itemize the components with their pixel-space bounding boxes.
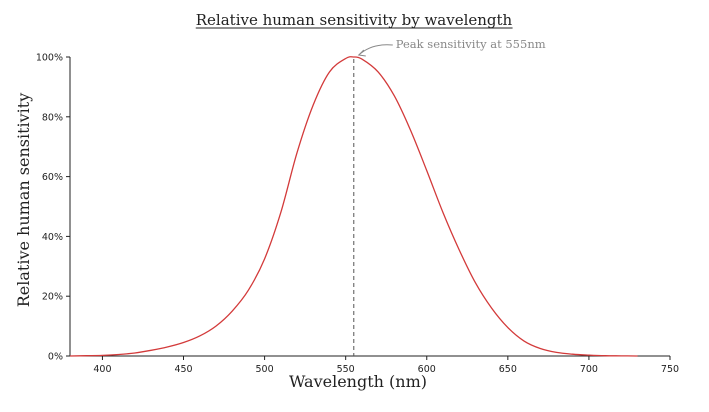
chart-title: Relative human sensitivity by wavelength [196, 11, 513, 29]
y-axis-ticks: 0% 20% 40% 60% 80% 100% [36, 53, 70, 363]
x-tick-label: 650 [499, 364, 517, 375]
x-tick-label: 750 [661, 364, 679, 375]
annotation-arrow [358, 44, 393, 56]
axes [69, 57, 670, 357]
x-tick-label: 500 [256, 364, 274, 375]
y-tick-label: 20% [42, 292, 63, 303]
series-line-sensitivity [69, 56, 638, 357]
y-tick-label: 100% [36, 53, 63, 64]
y-tick-label: 60% [42, 172, 63, 183]
x-tick-label: 600 [418, 364, 436, 375]
y-axis-label: Relative human sensitivity [14, 93, 33, 308]
x-tick-label: 700 [580, 364, 598, 375]
x-tick-label: 550 [337, 364, 355, 375]
x-axis-label: Wavelength (nm) [289, 372, 427, 391]
x-tick-label: 450 [174, 364, 192, 375]
y-tick-label: 0% [48, 352, 63, 363]
annotation-arrowhead [357, 49, 366, 57]
x-axis-ticks: 400 450 500 550 600 650 700 750 [93, 356, 679, 375]
annotation-text: Peak sensitivity at 555nm [396, 37, 546, 51]
x-tick-label: 400 [93, 364, 111, 375]
y-tick-label: 80% [42, 112, 63, 123]
y-tick-label: 40% [42, 232, 63, 243]
